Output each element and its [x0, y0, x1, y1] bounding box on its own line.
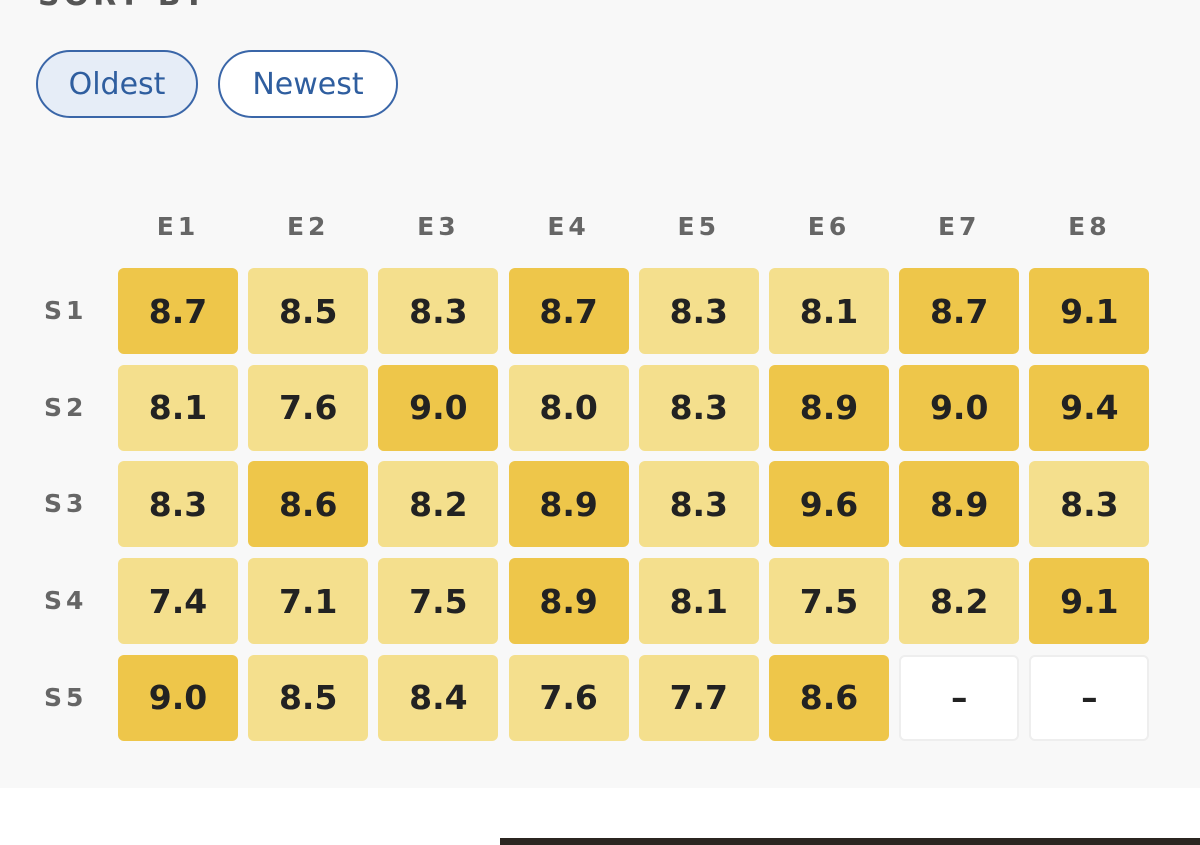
rating-cell: 8.3: [1029, 461, 1150, 548]
row-header: S3: [44, 489, 88, 519]
photo-strip: [500, 838, 1200, 845]
rating-cell: 8.1: [118, 364, 238, 451]
sort-button[interactable]: Newest: [218, 50, 398, 118]
rating-cell: 8.1: [769, 268, 889, 354]
rating-cell: 8.6: [769, 654, 889, 741]
rating-cell: 9.0: [378, 364, 499, 451]
rating-cell: 7.1: [248, 558, 369, 645]
rating-cell: 8.9: [769, 364, 889, 451]
rating-cell: 8.9: [899, 461, 1020, 548]
rating-cell: 7.5: [769, 558, 889, 645]
rating-cell: 8.5: [248, 654, 369, 741]
rating-cell: 9.0: [118, 654, 238, 741]
rating-cell: 8.7: [118, 268, 238, 354]
rating-cell: –: [1029, 654, 1150, 741]
section-title: SORT BY: [38, 0, 209, 13]
rating-cell: 7.5: [378, 558, 499, 645]
rating-cell: 9.6: [769, 461, 889, 548]
rating-cell: 8.3: [378, 268, 499, 354]
rating-cell: 7.7: [638, 654, 759, 741]
sort-button[interactable]: Oldest: [36, 50, 198, 118]
row-header: S2: [44, 392, 88, 422]
rating-cell: 8.4: [378, 654, 499, 741]
rating-cell: 7.4: [118, 558, 238, 645]
rating-cell: 8.3: [118, 461, 238, 548]
row-header: S4: [44, 586, 88, 616]
row-header: S5: [44, 682, 88, 712]
rating-cell: 9.1: [1029, 268, 1150, 354]
column-header: E2: [286, 212, 330, 241]
rating-cell: 9.1: [1029, 558, 1150, 645]
column-header: E4: [547, 212, 590, 241]
rating-cell: 7.6: [248, 364, 369, 451]
row-header: S1: [44, 296, 88, 325]
rating-cell: 8.9: [508, 558, 629, 645]
rating-cell: 8.0: [508, 364, 629, 451]
panel: SORT BY Oldest Newest E1 E2 E3 E4 E5 E6 E7 E8 S1 8.…: [36, 0, 1150, 741]
rating-cell: 8.7: [508, 268, 629, 354]
column-header: E5: [677, 212, 721, 241]
column-header: E8: [1068, 212, 1111, 241]
rating-cell: 8.3: [638, 364, 759, 451]
rating-cell: 8.3: [638, 268, 759, 354]
rating-cell: 8.6: [248, 461, 369, 548]
rating-cell: 8.2: [899, 558, 1020, 645]
rating-cell: 9.0: [899, 364, 1020, 451]
rating-cell: 8.2: [378, 461, 499, 548]
rating-cell: 8.5: [248, 268, 369, 354]
column-header: E3: [417, 212, 460, 241]
rating-cell: –: [899, 654, 1020, 741]
rating-cell: 9.4: [1029, 364, 1150, 451]
rating-cell: 7.6: [508, 654, 629, 741]
rating-cell: 8.7: [899, 268, 1020, 354]
rating-cell: 8.9: [508, 461, 629, 548]
rating-cell: 8.3: [638, 461, 759, 548]
rating-cell: 8.1: [638, 558, 759, 645]
column-header: E1: [156, 212, 200, 241]
column-header: E7: [937, 212, 981, 241]
column-header: E6: [807, 212, 851, 241]
